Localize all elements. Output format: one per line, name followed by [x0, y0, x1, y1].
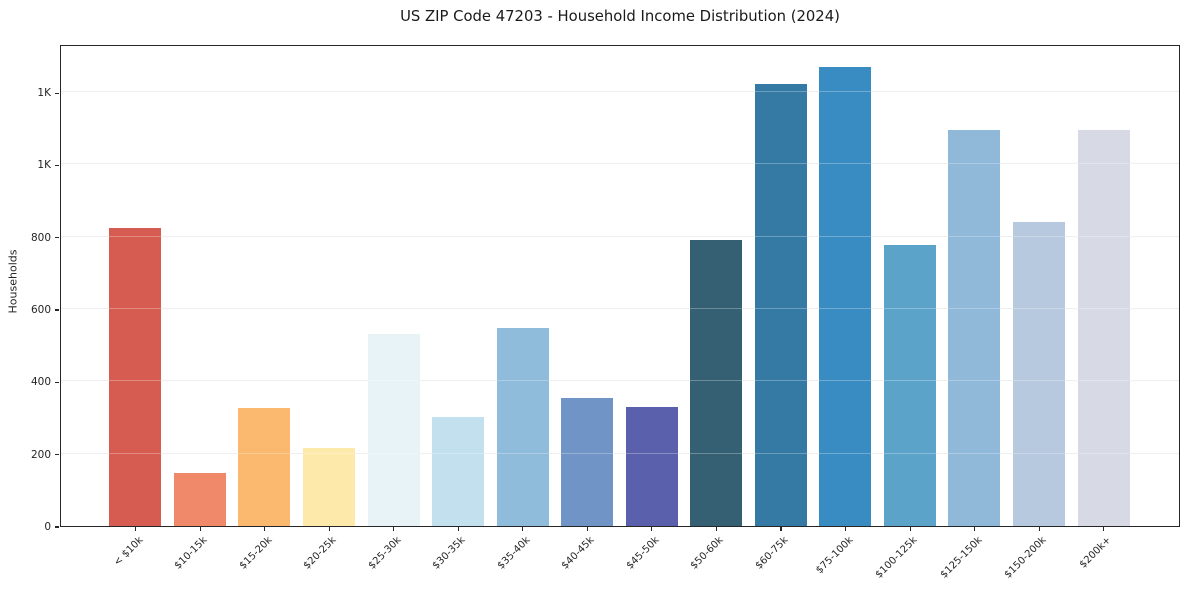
bar [1077, 130, 1130, 526]
bar [819, 66, 872, 526]
y-tick [55, 309, 59, 311]
bar [238, 407, 291, 526]
y-tick-label: 1K [37, 87, 51, 100]
x-tick [715, 527, 717, 531]
bar [109, 228, 162, 526]
y-tick [55, 164, 59, 166]
bar [432, 416, 485, 526]
x-tick [780, 527, 782, 531]
y-tick [55, 454, 59, 456]
x-tick [522, 527, 524, 531]
x-tick [393, 527, 395, 531]
x-tick [199, 527, 201, 531]
y-tick-label: 0 [44, 521, 51, 533]
gridline [61, 308, 1179, 309]
gridline [61, 91, 1179, 93]
bar [625, 406, 678, 526]
gridline [61, 163, 1179, 165]
x-tick [1038, 527, 1040, 531]
x-tick-label: < $10k [111, 534, 145, 569]
gridline [61, 380, 1179, 382]
x-tick [586, 527, 588, 531]
gridline [61, 235, 1179, 237]
gridline [61, 308, 1179, 309]
y-tick [55, 92, 59, 94]
y-tick-label: 800 [30, 231, 51, 244]
x-tick [134, 527, 137, 531]
gridline [61, 380, 1179, 382]
gridline [61, 91, 1179, 93]
plot-area [60, 45, 1180, 527]
y-tick-label: 600 [30, 304, 51, 316]
gridline [61, 235, 1179, 237]
gridline [61, 452, 1179, 454]
bar [561, 398, 614, 526]
y-tick-label: 1K [37, 159, 51, 172]
bar [1013, 222, 1065, 526]
x-tick [457, 527, 459, 531]
y-tick-label: 200 [30, 448, 51, 461]
gridline [61, 163, 1179, 165]
bar [690, 240, 743, 526]
bar [948, 129, 1001, 526]
bar [883, 244, 936, 526]
y-tick [55, 526, 59, 528]
y-tick-label: 400 [30, 376, 51, 389]
x-tick [844, 527, 847, 531]
x-tick [1103, 527, 1105, 531]
bar [367, 334, 420, 526]
x-tick [651, 527, 653, 531]
x-tick [328, 527, 330, 531]
x-tick [264, 527, 266, 531]
bar [302, 447, 355, 526]
bar [496, 327, 549, 526]
x-tick [974, 527, 976, 531]
y-tick [55, 237, 59, 239]
y-tick [55, 381, 59, 383]
gridline [61, 452, 1179, 454]
bar [754, 84, 807, 526]
x-tick [909, 527, 911, 531]
chart-title: US ZIP Code 47203 - Household Income Dis… [400, 8, 840, 25]
bar [173, 472, 226, 526]
